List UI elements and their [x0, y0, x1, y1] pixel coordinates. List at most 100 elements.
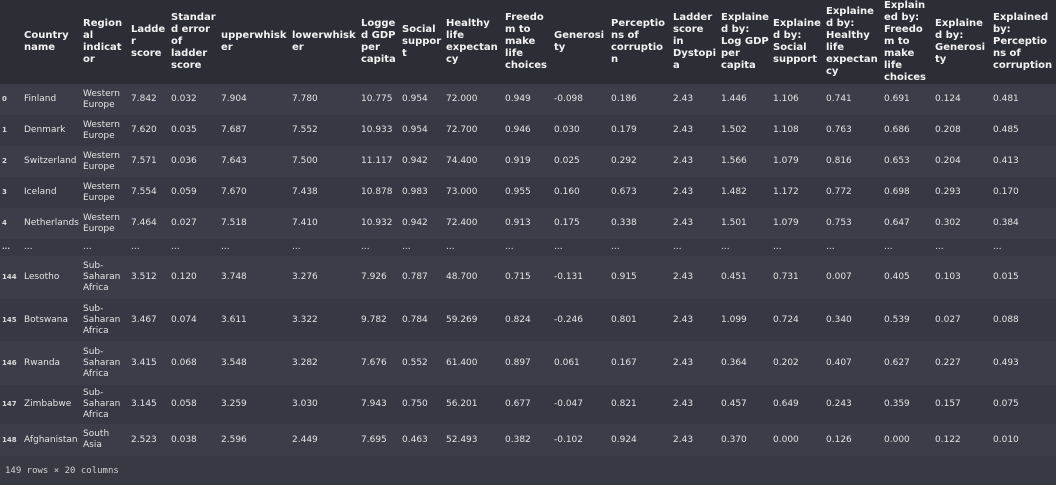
table-cell: 7.410 [290, 208, 359, 239]
table-cell: 0.915 [609, 256, 671, 299]
table-cell: 0.485 [991, 115, 1056, 146]
table-cell: 0.784 [400, 299, 444, 341]
table-cell: 0.649 [771, 385, 824, 424]
table-cell: 1.106 [771, 84, 824, 115]
table-cell: ... [991, 239, 1056, 256]
table-cell: 3.548 [219, 341, 290, 385]
table-cell: 0.493 [991, 341, 1056, 385]
table-cell: 0.293 [933, 177, 991, 208]
table-cell: 1.501 [719, 208, 771, 239]
table-cell: 3.282 [290, 341, 359, 385]
column-header: Explained by: Log GDP per capita [719, 0, 771, 84]
table-cell: 10.878 [359, 177, 400, 208]
table-cell: ... [400, 239, 444, 256]
table-cell: 0.175 [552, 208, 609, 239]
table-cell: 0.074 [169, 299, 219, 341]
table-cell: -0.131 [552, 256, 609, 299]
table-cell: 7.676 [359, 341, 400, 385]
dataframe-table: Country name Regional indicator Ladder sco… [0, 0, 1056, 456]
table-cell: 0.539 [882, 299, 933, 341]
table-row: 2 Switzerland Western Europe 7.571 0.036 7.64… [0, 146, 1056, 177]
table-cell: 2.43 [671, 84, 719, 115]
table-cell: Rwanda [22, 341, 81, 385]
table-cell: 7.904 [219, 84, 290, 115]
table-cell: 0.946 [503, 115, 552, 146]
ellipsis-row: ........................................… [0, 239, 1056, 256]
table-cell: 3.467 [129, 299, 169, 341]
table-cell: ... [671, 239, 719, 256]
table-cell: 73.000 [444, 177, 503, 208]
column-header: Logged GDP per capita [359, 0, 400, 84]
table-cell: 0.451 [719, 256, 771, 299]
table-cell: 0.340 [824, 299, 882, 341]
table-cell: 0.552 [400, 341, 444, 385]
table-cell: Denmark [22, 115, 81, 146]
table-cell: 0.384 [991, 208, 1056, 239]
table-cell: 2.43 [671, 177, 719, 208]
table-cell: ... [359, 239, 400, 256]
column-header: Generosity [552, 0, 609, 84]
column-header: Explained by: Freedom to make life choic… [882, 0, 933, 84]
table-cell: 0.036 [169, 146, 219, 177]
table-cell: ... [609, 239, 671, 256]
table-cell: Western Europe [81, 84, 129, 115]
column-header: Regional indicator [81, 0, 129, 84]
table-cell: 0.204 [933, 146, 991, 177]
table-cell: 0.481 [991, 84, 1056, 115]
table-cell: 0.124 [933, 84, 991, 115]
table-cell: 0.741 [824, 84, 882, 115]
table-cell: 0.919 [503, 146, 552, 177]
table-cell: 0.370 [719, 424, 771, 456]
table-cell: 0.157 [933, 385, 991, 424]
table-cell: 72.700 [444, 115, 503, 146]
table-cell: 10.933 [359, 115, 400, 146]
table-cell: 0.027 [933, 299, 991, 341]
table-cell: ... [503, 239, 552, 256]
table-cell: 7.518 [219, 208, 290, 239]
table-cell: ... [933, 239, 991, 256]
table-cell: 0.821 [609, 385, 671, 424]
table-cell: ... [824, 239, 882, 256]
table-cell: 7.554 [129, 177, 169, 208]
table-cell: 0.038 [169, 424, 219, 456]
column-header: Country name [22, 0, 81, 84]
column-header: Perceptions of corruption [609, 0, 671, 84]
table-cell: 3.415 [129, 341, 169, 385]
table-cell: 3.259 [219, 385, 290, 424]
column-header: Standard error of ladder score [169, 0, 219, 84]
table-cell: 3.748 [219, 256, 290, 299]
table-cell: 0.227 [933, 341, 991, 385]
table-cell: 0.763 [824, 115, 882, 146]
table-cell: Sub-Saharan Africa [81, 385, 129, 424]
table-cell: 0.413 [991, 146, 1056, 177]
table-cell: 0.949 [503, 84, 552, 115]
table-cell: 0.824 [503, 299, 552, 341]
table-cell: 0.126 [824, 424, 882, 456]
table-cell: 7.464 [129, 208, 169, 239]
table-cell: 61.400 [444, 341, 503, 385]
table-row: 144 Lesotho Sub-Saharan Africa 3.512 0.120 3.… [0, 256, 1056, 299]
table-cell: 0.942 [400, 208, 444, 239]
table-cell: 0.170 [991, 177, 1056, 208]
index-header [0, 0, 22, 84]
shape-summary: 149 rows × 20 columns [5, 466, 119, 476]
table-cell: 7.643 [219, 146, 290, 177]
table-cell: 2.43 [671, 424, 719, 456]
table-cell: 0.160 [552, 177, 609, 208]
table-cell: -0.098 [552, 84, 609, 115]
table-cell: 3.145 [129, 385, 169, 424]
table-cell: ... [771, 239, 824, 256]
table-cell: ... [22, 239, 81, 256]
table-cell: 0.924 [609, 424, 671, 456]
table-cell: 0.955 [503, 177, 552, 208]
table-cell: -0.246 [552, 299, 609, 341]
table-cell: 0.673 [609, 177, 671, 208]
table-cell: 0.954 [400, 84, 444, 115]
table-cell: ... [169, 239, 219, 256]
table-cell: 1.079 [771, 208, 824, 239]
table-cell: 10.932 [359, 208, 400, 239]
column-header: Ladder score [129, 0, 169, 84]
row-index: 144 [0, 256, 22, 299]
table-cell: 3.030 [290, 385, 359, 424]
